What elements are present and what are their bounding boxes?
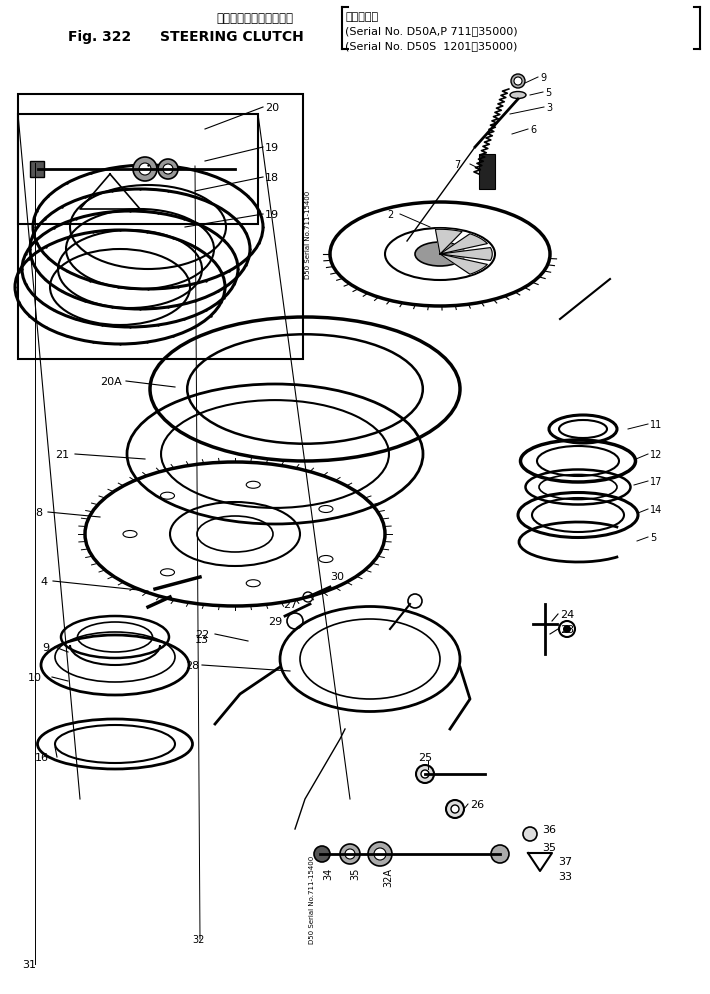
- Ellipse shape: [123, 531, 137, 538]
- Text: 20A: 20A: [100, 377, 121, 387]
- Text: D50 Serial No.711-15400: D50 Serial No.711-15400: [309, 855, 315, 943]
- Text: (Serial No. D50S  1201～35000): (Serial No. D50S 1201～35000): [345, 41, 518, 51]
- Text: 7: 7: [454, 160, 460, 170]
- Text: 18: 18: [265, 173, 279, 183]
- Text: 12: 12: [650, 449, 662, 459]
- Text: 24: 24: [560, 609, 574, 619]
- Text: D50 Serial No.711-15400: D50 Serial No.711-15400: [305, 191, 311, 279]
- Bar: [30, 162, 44, 178]
- Text: ステアリング　クラッチ: ステアリング クラッチ: [217, 12, 293, 25]
- Text: 32A: 32A: [383, 867, 393, 886]
- Ellipse shape: [246, 482, 261, 489]
- Text: 9: 9: [42, 642, 49, 652]
- Text: 16: 16: [35, 752, 49, 762]
- Bar: [18, 115, 258, 225]
- Text: 4: 4: [40, 577, 47, 586]
- Circle shape: [139, 164, 151, 176]
- Text: （適用号機: （適用号機: [345, 12, 378, 22]
- Circle shape: [446, 800, 464, 818]
- Text: 32: 32: [192, 934, 204, 944]
- Text: 34: 34: [323, 867, 333, 880]
- Text: 19: 19: [265, 210, 279, 220]
- Bar: [479, 155, 495, 190]
- Polygon shape: [435, 230, 462, 254]
- Circle shape: [416, 765, 434, 783]
- Text: (Serial No. D50A,P 711～35000): (Serial No. D50A,P 711～35000): [345, 26, 518, 36]
- Circle shape: [314, 846, 330, 862]
- Circle shape: [368, 842, 392, 866]
- Circle shape: [163, 165, 173, 175]
- Text: 5: 5: [650, 533, 656, 543]
- Text: 14: 14: [650, 505, 662, 515]
- Text: 22: 22: [195, 629, 209, 639]
- Text: 9: 9: [540, 73, 546, 83]
- Text: 35: 35: [542, 842, 556, 852]
- Ellipse shape: [319, 506, 333, 513]
- Text: Fig. 322: Fig. 322: [68, 30, 131, 44]
- Circle shape: [345, 849, 355, 859]
- Text: 26: 26: [470, 799, 484, 809]
- Polygon shape: [440, 248, 492, 261]
- Text: 29: 29: [268, 616, 283, 626]
- Text: 36: 36: [542, 824, 556, 834]
- Circle shape: [451, 805, 459, 813]
- Text: 37: 37: [558, 856, 572, 866]
- Text: 17: 17: [650, 476, 662, 486]
- Text: 10: 10: [28, 672, 42, 682]
- Ellipse shape: [160, 493, 175, 500]
- Circle shape: [133, 158, 157, 182]
- Polygon shape: [440, 254, 487, 275]
- Text: 31: 31: [22, 959, 36, 969]
- Text: 20: 20: [265, 103, 279, 113]
- Text: 35: 35: [350, 867, 360, 880]
- Text: 23: 23: [560, 624, 574, 634]
- Ellipse shape: [510, 92, 526, 99]
- Text: 28: 28: [185, 660, 200, 670]
- Text: 11: 11: [650, 419, 662, 429]
- Circle shape: [421, 770, 429, 778]
- Text: 19: 19: [265, 143, 279, 153]
- Ellipse shape: [319, 556, 333, 563]
- Polygon shape: [440, 235, 487, 254]
- Text: 13: 13: [195, 634, 209, 644]
- Text: 2: 2: [387, 210, 393, 220]
- Circle shape: [523, 827, 537, 841]
- Text: 27: 27: [283, 599, 297, 609]
- Circle shape: [491, 845, 509, 863]
- Text: 25: 25: [418, 752, 432, 762]
- Circle shape: [374, 848, 386, 860]
- Text: 3: 3: [546, 103, 552, 113]
- Bar: [18, 94, 303, 360]
- Circle shape: [158, 160, 178, 180]
- Text: 6: 6: [530, 125, 536, 135]
- Ellipse shape: [415, 243, 465, 266]
- Text: 21: 21: [55, 449, 69, 459]
- Circle shape: [511, 75, 525, 88]
- Text: 5: 5: [545, 87, 551, 97]
- Ellipse shape: [246, 580, 261, 587]
- Text: 33: 33: [558, 871, 572, 881]
- Circle shape: [563, 625, 571, 633]
- Text: STEERING CLUTCH: STEERING CLUTCH: [160, 30, 304, 44]
- Circle shape: [514, 78, 522, 85]
- Text: 30: 30: [330, 572, 344, 581]
- Ellipse shape: [160, 570, 175, 577]
- Circle shape: [340, 844, 360, 864]
- Text: 8: 8: [35, 508, 42, 518]
